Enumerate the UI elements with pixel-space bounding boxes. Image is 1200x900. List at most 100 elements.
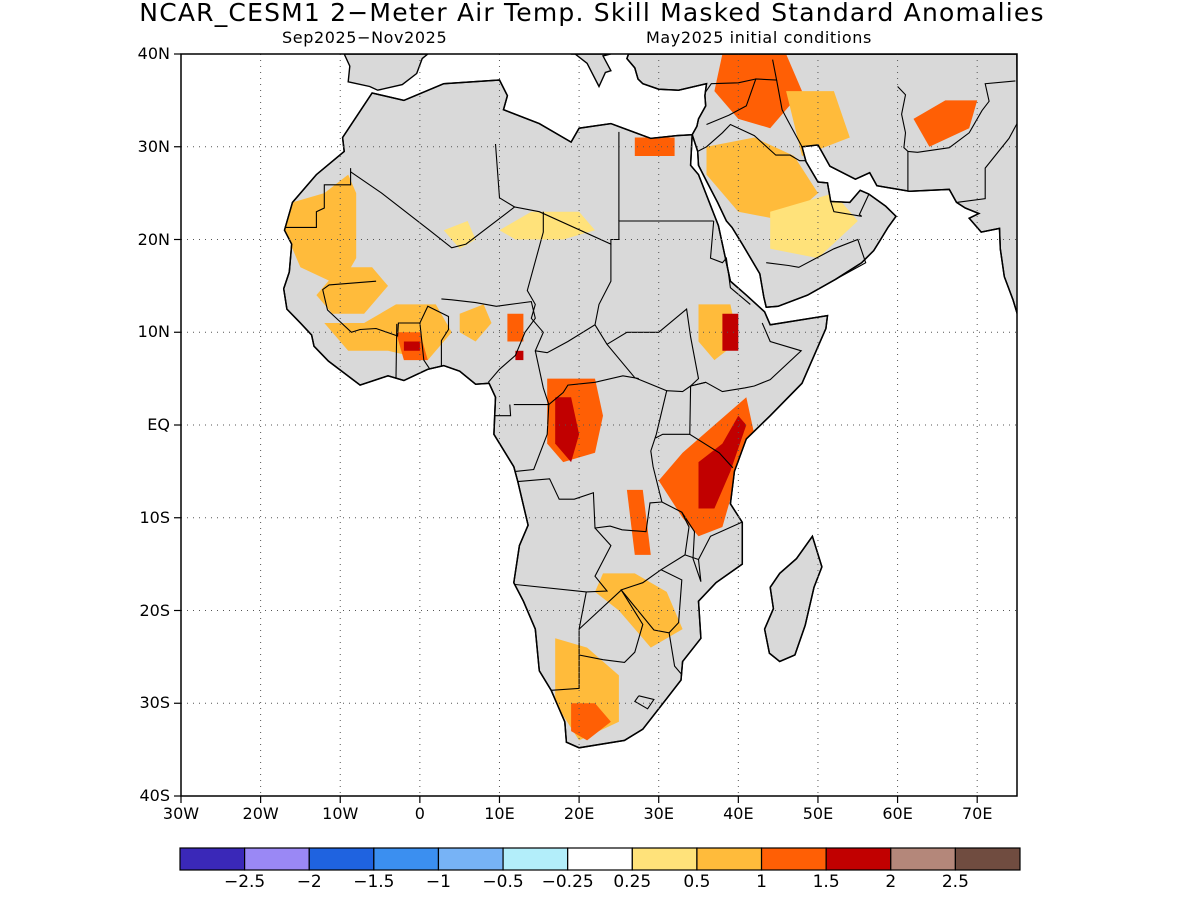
- anomaly-region-25: [913, 100, 978, 147]
- country-border-11: [606, 308, 700, 387]
- colorbar-swatch-5: [502, 847, 569, 871]
- anomaly-region-16: [626, 489, 651, 555]
- colorbar-swatch-2: [308, 847, 375, 871]
- anomaly-region-6: [443, 221, 476, 249]
- colorbar-swatch-4: [437, 847, 504, 871]
- colorbar-swatch-8: [696, 847, 763, 871]
- country-border-26: [681, 511, 702, 582]
- forecast-period: Sep2025−Nov2025: [282, 28, 448, 47]
- colorbar-label-4: −0.5: [482, 872, 524, 892]
- lon-label-60e: 60E: [882, 804, 913, 823]
- colorbar-swatch-6: [567, 847, 633, 871]
- lat-label-10s: 10S: [139, 507, 170, 527]
- anomaly-region-8: [507, 313, 524, 342]
- coastline-2: [763, 534, 823, 663]
- country-border-34: [830, 193, 870, 217]
- colorbar-swatch-7: [631, 847, 698, 871]
- lat-label-30s: 30S: [139, 693, 170, 713]
- colorbar-label-0: −2.5: [223, 872, 266, 892]
- lon-label-10w: 10W: [322, 804, 359, 823]
- lat-label-40s: 40S: [139, 786, 170, 805]
- country-border-32: [776, 79, 803, 148]
- country-border-20: [493, 404, 512, 417]
- country-border-1: [350, 171, 714, 249]
- lon-label-40e: 40E: [723, 804, 754, 823]
- anomaly-region-5: [459, 304, 492, 342]
- map-title: NCAR_CESM1 2−Meter Air Temp. Skill Maske…: [139, 0, 1045, 27]
- country-border-10: [594, 244, 612, 325]
- lon-label-50e: 50E: [802, 804, 834, 823]
- colorbar-label-6: 0.25: [613, 872, 652, 892]
- lon-label-30e: 30E: [643, 804, 674, 823]
- anomaly-region-17: [595, 573, 683, 648]
- lon-label-70e: 70E: [961, 804, 993, 823]
- colorbar-label-2: −1.5: [353, 872, 395, 892]
- country-border-28: [634, 695, 655, 710]
- lat-label-40n: 40N: [137, 44, 170, 63]
- coastline-0: [282, 79, 829, 749]
- coastline-1: [626, 54, 1017, 316]
- lon-label-30w: 30W: [162, 804, 200, 823]
- colorbar-swatch-11: [890, 847, 956, 871]
- country-border-6: [419, 322, 430, 369]
- anomaly-region-13: [722, 313, 739, 351]
- lon-label-20w: 20W: [242, 804, 279, 823]
- lon-label-10e: 10E: [484, 804, 515, 823]
- colorbar-label-9: 1.5: [812, 872, 840, 892]
- initial-conditions: May2025 initial conditions: [646, 28, 872, 47]
- colorbar-swatch-3: [373, 847, 440, 871]
- country-border-24: [578, 589, 644, 663]
- anomaly-region-19: [571, 703, 611, 741]
- country-borders: [284, 59, 1017, 710]
- colorbar-swatch-12: [954, 847, 1021, 871]
- lon-label-0: 0: [414, 804, 425, 823]
- anomaly-region-1: [316, 267, 388, 314]
- lat-label-20s: 20S: [139, 600, 170, 620]
- country-border-0: [284, 168, 352, 228]
- lat-label-10n: 10N: [137, 322, 170, 342]
- country-border-5: [395, 323, 398, 378]
- anomaly-region-15: [698, 415, 747, 509]
- country-border-12: [709, 220, 751, 305]
- anomaly-region-11: [555, 397, 580, 463]
- country-border-25: [660, 569, 683, 634]
- lat-label-20n: 20N: [137, 229, 170, 249]
- country-border-18: [515, 404, 550, 472]
- country-border-7: [441, 298, 536, 383]
- country-border-23: [578, 589, 682, 674]
- anomaly-region-0: [284, 174, 357, 286]
- colorbar: [179, 847, 1021, 871]
- country-border-21: [515, 527, 612, 593]
- anomaly-region-9: [515, 350, 524, 361]
- country-border-33: [766, 238, 867, 280]
- anomaly-region-4: [403, 341, 420, 351]
- colorbar-label-7: 0.5: [683, 872, 711, 892]
- colorbar-label-1: −2: [296, 872, 322, 892]
- lon-label-20e: 20E: [563, 804, 595, 823]
- colorbar-label-11: 2.5: [941, 872, 969, 892]
- country-border-16: [655, 433, 690, 439]
- country-border-30: [706, 59, 778, 126]
- country-border-29: [697, 123, 806, 162]
- colorbar-label-10: 2: [885, 872, 897, 892]
- lat-label-eq: EQ: [147, 415, 170, 434]
- country-border-36: [907, 80, 1016, 153]
- country-border-31: [704, 78, 756, 94]
- country-border-27: [698, 521, 742, 560]
- anomaly-region-20: [634, 137, 675, 156]
- country-border-13: [690, 322, 803, 393]
- colorbar-swatch-10: [825, 847, 892, 871]
- lat-label-30n: 30N: [137, 136, 170, 156]
- country-border-4: [322, 280, 450, 367]
- anomaly-region-7: [499, 211, 595, 240]
- anomaly-region-21: [706, 137, 818, 221]
- gridlines: [181, 54, 1017, 796]
- colorbar-label-8: 1: [756, 872, 767, 892]
- country-border-37: [956, 123, 1017, 203]
- colorbar-swatch-1: [244, 847, 310, 871]
- colorbar-swatch-9: [760, 847, 827, 871]
- colorbar-label-5: −0.25: [541, 872, 594, 892]
- colorbar-swatch-0: [179, 847, 246, 871]
- anomaly-region-23: [714, 54, 802, 129]
